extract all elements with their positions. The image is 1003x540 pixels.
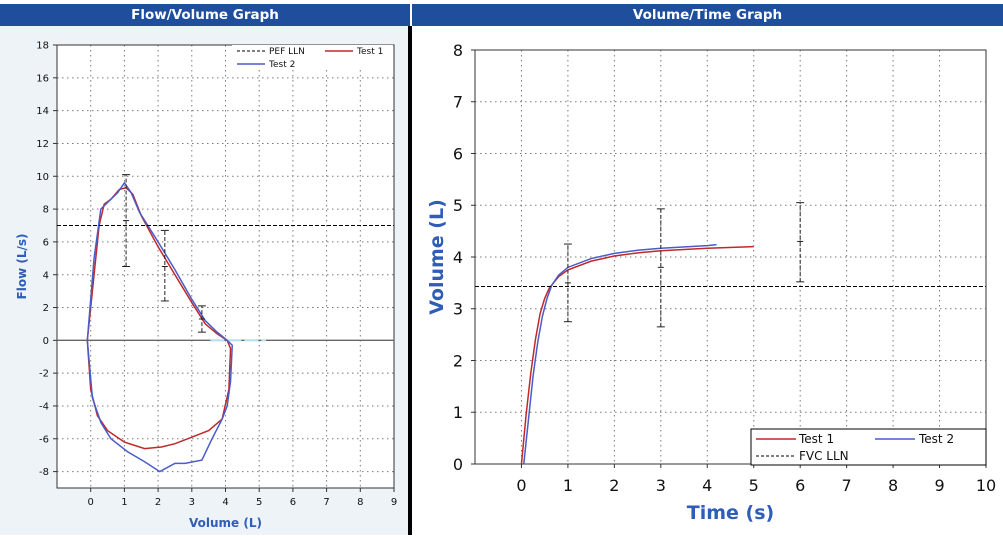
top-strip	[0, 0, 1003, 4]
x-tick-label: 7	[842, 476, 852, 495]
legend-label: Test 1	[356, 47, 383, 57]
x-tick-label: 9	[934, 476, 944, 495]
x-tick-label: 5	[749, 476, 759, 495]
y-tick-label: 1	[453, 403, 463, 422]
flow-volume-title: Flow/Volume Graph	[0, 4, 410, 26]
legend-label: Test 2	[918, 432, 954, 446]
x-tick-label: 8	[888, 476, 898, 495]
y-tick-label: -4	[39, 402, 49, 413]
y-tick-label: 8	[453, 41, 463, 60]
y-axis-label: Flow (L/s)	[15, 234, 29, 300]
x-tick-label: 0	[516, 476, 526, 495]
volume-time-chart: 0 1 2 3 4 5 6 7 8 9 10 0 1 2 3 4 5 6 7 8 Time (s) Volume (L) T…	[426, 41, 996, 524]
x-tick-label: 5	[256, 497, 262, 508]
volume-time-panel: 0 1 2 3 4 5 6 7 8 9 10 0 1 2 3 4 5 6 7 8 Time (s) Volume (L) T…	[412, 26, 1003, 535]
x-tick-label: 1	[121, 497, 127, 508]
y-tick-label: 5	[453, 196, 463, 215]
x-tick-label: 3	[189, 497, 195, 508]
x-tick-label: 4	[222, 497, 228, 508]
x-axis-label: Time (s)	[687, 502, 774, 524]
x-tick-label: 2	[609, 476, 619, 495]
y-tick-label: -6	[39, 434, 49, 445]
series-test-2	[86, 181, 234, 473]
x-tick-label: 2	[155, 497, 161, 508]
x-tick-label: 0	[88, 497, 94, 508]
x-tick-label: 9	[391, 497, 397, 508]
x-tick-label: 1	[563, 476, 573, 495]
y-tick-label: 4	[453, 248, 463, 267]
legend-label: Test 2	[268, 60, 295, 70]
legend-box	[750, 428, 987, 466]
volume-time-title: Volume/Time Graph	[412, 4, 1003, 26]
flow-volume-panel: 0 1 2 3 4 5 6 7 8 9 -8 -6 -4 -2 0 2 4 6 8 10 12 14 16 18 Volume …	[0, 26, 410, 535]
y-tick-label: 0	[453, 455, 463, 474]
x-axis-label: Volume (L)	[189, 516, 262, 530]
y-tick-label: 0	[43, 336, 49, 347]
panel-divider	[408, 26, 412, 535]
x-tick-label: 10	[976, 476, 996, 495]
y-tick-label: 16	[36, 73, 49, 84]
y-tick-label: 6	[453, 144, 463, 163]
x-tick-label: 6	[795, 476, 805, 495]
y-tick-label: 10	[36, 172, 49, 183]
flow-volume-chart: 0 1 2 3 4 5 6 7 8 9-8-6-4-2024681012141618Volume …	[15, 41, 397, 530]
legend-label: Test 1	[798, 432, 834, 446]
y-tick-label: 6	[43, 237, 49, 248]
y-tick-label: 8	[43, 205, 49, 216]
y-axis-label: Volume (L)	[426, 199, 448, 315]
x-tick-label: 3	[656, 476, 666, 495]
y-tick-label: 4	[43, 270, 49, 281]
y-tick-label: 18	[36, 41, 49, 52]
legend-label: FVC LLN	[799, 449, 849, 463]
series-test-1	[520, 245, 754, 465]
y-tick-label: 2	[453, 351, 463, 370]
legend-label: PEF LLN	[269, 47, 305, 57]
series-test-2	[523, 243, 717, 465]
x-tick-label: 8	[357, 497, 363, 508]
x-tick-label: 6	[290, 497, 296, 508]
legend-box	[232, 45, 393, 69]
y-tick-label: 2	[43, 303, 49, 314]
y-tick-label: 7	[453, 93, 463, 112]
x-tick-label: 4	[702, 476, 712, 495]
x-tick-label: 7	[323, 497, 329, 508]
y-tick-label: -8	[39, 467, 49, 478]
y-tick-label: 12	[36, 139, 49, 150]
y-tick-label: 3	[453, 300, 463, 319]
y-tick-label: -2	[39, 369, 49, 380]
title-gap	[410, 4, 412, 26]
y-tick-label: 14	[36, 106, 49, 117]
